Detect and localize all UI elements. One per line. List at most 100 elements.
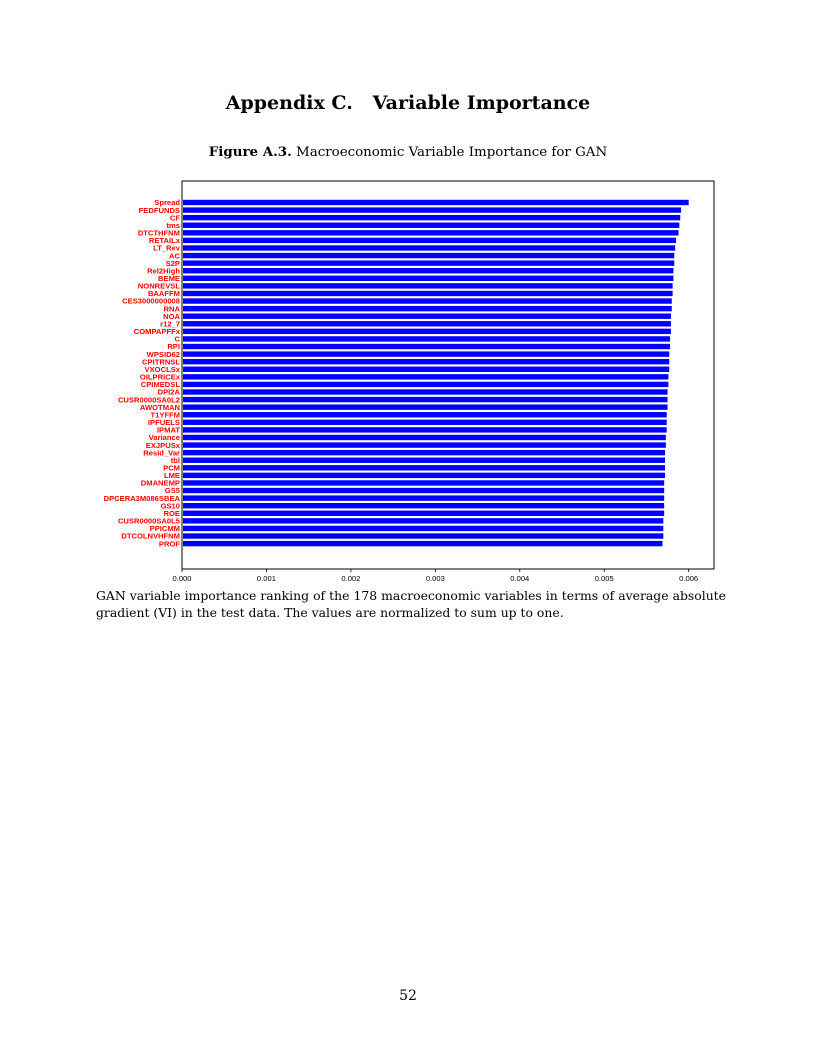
- bars-group: [183, 199, 689, 547]
- bar-ces3000000008: [183, 298, 672, 304]
- bar-resid-var: [183, 449, 666, 456]
- category-label: NOA: [163, 312, 180, 321]
- bar-r12-7: [183, 321, 671, 327]
- bar-cf: [183, 214, 681, 221]
- bar-lme: [183, 472, 666, 479]
- category-label: S2P: [166, 259, 180, 268]
- bar-wpsid62: [183, 351, 670, 357]
- bar-variance: [183, 434, 666, 441]
- category-label: DPI2A: [158, 388, 181, 397]
- category-label: CPIMEDSL: [141, 380, 181, 389]
- bar-beme: [183, 275, 674, 281]
- category-label: Variance: [149, 433, 180, 442]
- bar-cusr0000sa0l5: [183, 518, 664, 524]
- category-label: CES3000000008: [122, 297, 180, 306]
- category-label: PPICMM: [150, 524, 180, 533]
- category-label: r12_7: [160, 319, 180, 328]
- category-label: C: [175, 335, 181, 344]
- bar-gs5: [183, 487, 665, 494]
- bar-dpcera3m086sbea: [183, 495, 665, 501]
- bar-ipfuels: [183, 419, 667, 426]
- bar-ipmat: [183, 427, 667, 433]
- bar-baaffm: [183, 290, 673, 297]
- bar-spread: [183, 199, 689, 206]
- bar-dtcolnvhfnm: [183, 533, 664, 539]
- bar-cpitrnsl: [183, 358, 670, 365]
- category-label: IPFUELS: [148, 418, 180, 427]
- category-label: VXOCLSx: [145, 365, 181, 374]
- appendix-heading: Appendix C. Variable Importance: [225, 92, 591, 114]
- x-tick-label: 0.002: [341, 574, 360, 583]
- bar-noa: [183, 313, 671, 319]
- bar-cusr0000sa0l2: [183, 396, 668, 403]
- category-label: RNA: [164, 304, 181, 313]
- bar-rel2high: [183, 268, 674, 274]
- category-label: RETAILx: [149, 236, 181, 245]
- category-label: CUSR0000SA0L2: [118, 395, 180, 404]
- category-label: RPI: [167, 342, 180, 351]
- category-label: CPITRNSL: [142, 357, 180, 366]
- page-number: 52: [399, 988, 417, 1004]
- bar-vxoclsx: [183, 366, 670, 372]
- variable-importance-chart: SpreadFEDFUNDSCFtmsDTCTHFNMRETAILxLT_Rev…: [104, 180, 715, 583]
- bar-s2p: [183, 260, 675, 266]
- x-tick-label: 0.005: [595, 574, 614, 583]
- bar-oilpricex: [183, 374, 669, 380]
- bar-awotman: [183, 404, 668, 410]
- bar-c: [183, 336, 671, 342]
- category-label: CF: [170, 213, 180, 222]
- bar-dtcthfnm: [183, 230, 679, 236]
- category-label: DPCERA3M086SBEA: [104, 494, 181, 503]
- category-labels-group: SpreadFEDFUNDSCFtmsDTCTHFNMRETAILxLT_Rev…: [104, 198, 181, 548]
- figure-caption: Figure A.3. Macroeconomic Variable Impor…: [0, 144, 816, 160]
- bar-exjpusx: [183, 442, 666, 448]
- category-label: tms: [166, 221, 180, 230]
- bar-t1yffm: [183, 412, 667, 418]
- bar-compapffx: [183, 328, 671, 335]
- x-tick-label: 0.004: [510, 574, 529, 583]
- category-label: Resid_Var: [143, 448, 180, 457]
- category-label: OILPRICEx: [140, 373, 181, 382]
- x-tick-label: 0.006: [679, 574, 698, 583]
- bar-lt-rev: [183, 245, 676, 251]
- bar-ac: [183, 252, 675, 259]
- category-label: tbl: [171, 456, 180, 465]
- category-label: LME: [164, 471, 180, 480]
- x-tick-label: 0.001: [257, 574, 276, 583]
- bar-nonrevsl: [183, 283, 673, 289]
- category-label: Spread: [154, 198, 180, 207]
- category-label: DTCTHFNM: [138, 229, 180, 238]
- bar-rpi: [183, 343, 671, 350]
- category-label: LT_Rev: [153, 244, 181, 253]
- x-tick-label: 0.003: [426, 574, 445, 583]
- bar-retailx: [183, 237, 676, 244]
- bar-prof: [183, 540, 663, 547]
- bar-dpi2a: [183, 389, 668, 395]
- category-label: PCM: [163, 464, 180, 473]
- bar-tbl: [183, 457, 666, 463]
- bar-cpimedsl: [183, 381, 669, 388]
- figure-label: Figure A.3.: [208, 144, 292, 160]
- x-axis: 0.000 0.001 0.002 0.003 0.004 0.005 0.006: [172, 569, 698, 583]
- category-label: COMPAPFFx: [134, 327, 181, 336]
- category-label: GS5: [165, 486, 181, 495]
- category-label: DMANEMP: [141, 479, 180, 488]
- category-label: T1YFFM: [150, 410, 180, 419]
- category-label: AWOTMAN: [140, 403, 180, 412]
- bar-ppicmm: [183, 525, 664, 532]
- category-label: CUSR0000SA0L5: [118, 517, 181, 526]
- bar-fedfunds: [183, 207, 682, 213]
- category-label: GS10: [161, 501, 180, 510]
- category-label: IPMAT: [157, 426, 180, 435]
- category-label: NONREVSL: [138, 282, 181, 291]
- category-label: FEDFUNDS: [139, 206, 180, 215]
- bar-dmanemp: [183, 480, 665, 486]
- category-label: EXJPUSx: [146, 441, 181, 450]
- bar-pcm: [183, 465, 666, 471]
- category-label: BAAFFM: [148, 289, 180, 298]
- x-tick-label: 0.000: [172, 574, 191, 583]
- category-label: Rel2High: [147, 266, 180, 275]
- bar-tms: [183, 222, 680, 228]
- figure-note: GAN variable importance ranking of the 1…: [96, 588, 726, 620]
- category-label: WPSID62: [147, 350, 180, 359]
